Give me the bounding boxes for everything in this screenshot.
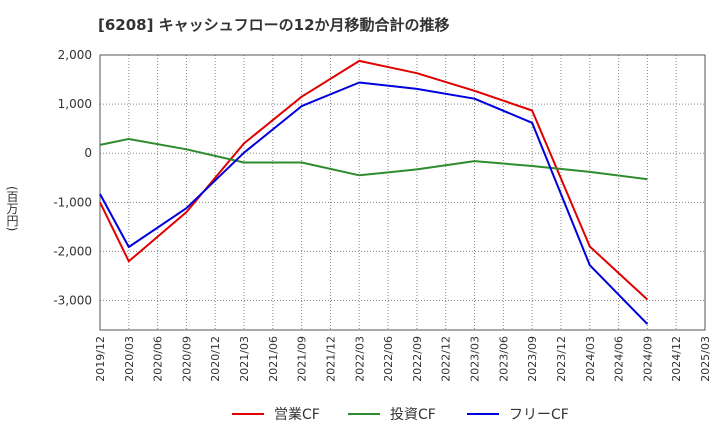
series-line-3 [99, 81, 649, 325]
legend-label: 投資CF [390, 407, 436, 423]
x-tick-label: 2021/03 [238, 336, 251, 382]
series-line-1 [99, 59, 649, 301]
x-tick-label: 2020/09 [180, 336, 193, 382]
x-tick-label: 2023/12 [555, 336, 568, 382]
chart-title: [6208] キャッシュフローの12か月移動合計の推移 [98, 16, 450, 34]
legend-label: フリーCF [509, 407, 569, 423]
x-tick-label: 2024/03 [584, 336, 597, 382]
x-tick-label: 2022/09 [411, 336, 424, 382]
x-tick-label: 2024/12 [670, 336, 683, 382]
series-line-2 [99, 138, 648, 181]
y-tick-label: -3,000 [53, 294, 92, 308]
x-tick-label: 2021/09 [296, 336, 309, 382]
x-tick-label: 2021/06 [267, 336, 280, 382]
x-tick-label: 2022/12 [440, 336, 453, 382]
plot-frame [99, 54, 706, 331]
y-axis-label: (百万円) [5, 186, 19, 232]
x-tick-label: 2020/03 [123, 336, 136, 382]
y-tick-label: -2,000 [53, 244, 92, 258]
x-tick-label: 2019/12 [94, 336, 107, 382]
legend-label: 営業CF [274, 407, 320, 423]
x-tick-label: 2023/06 [497, 336, 510, 382]
x-tick-label: 2024/09 [641, 336, 654, 382]
x-tick-label: 2021/12 [324, 336, 337, 382]
x-tick-label: 2020/06 [152, 336, 165, 382]
x-tick-label: 2022/06 [382, 336, 395, 382]
x-tick-label: 2023/09 [526, 336, 539, 382]
y-tick-label: 0 [84, 146, 92, 160]
y-tick-label: 1,000 [58, 97, 92, 111]
y-tick-label: -1,000 [53, 195, 92, 209]
y-tick-label: 2,000 [58, 48, 92, 62]
x-tick-label: 2024/06 [613, 336, 626, 382]
x-tick-label: 2020/12 [209, 336, 222, 382]
x-tick-label: 2025/03 [699, 336, 712, 382]
x-tick-label: 2022/03 [353, 336, 366, 382]
x-tick-label: 2023/03 [469, 336, 482, 382]
